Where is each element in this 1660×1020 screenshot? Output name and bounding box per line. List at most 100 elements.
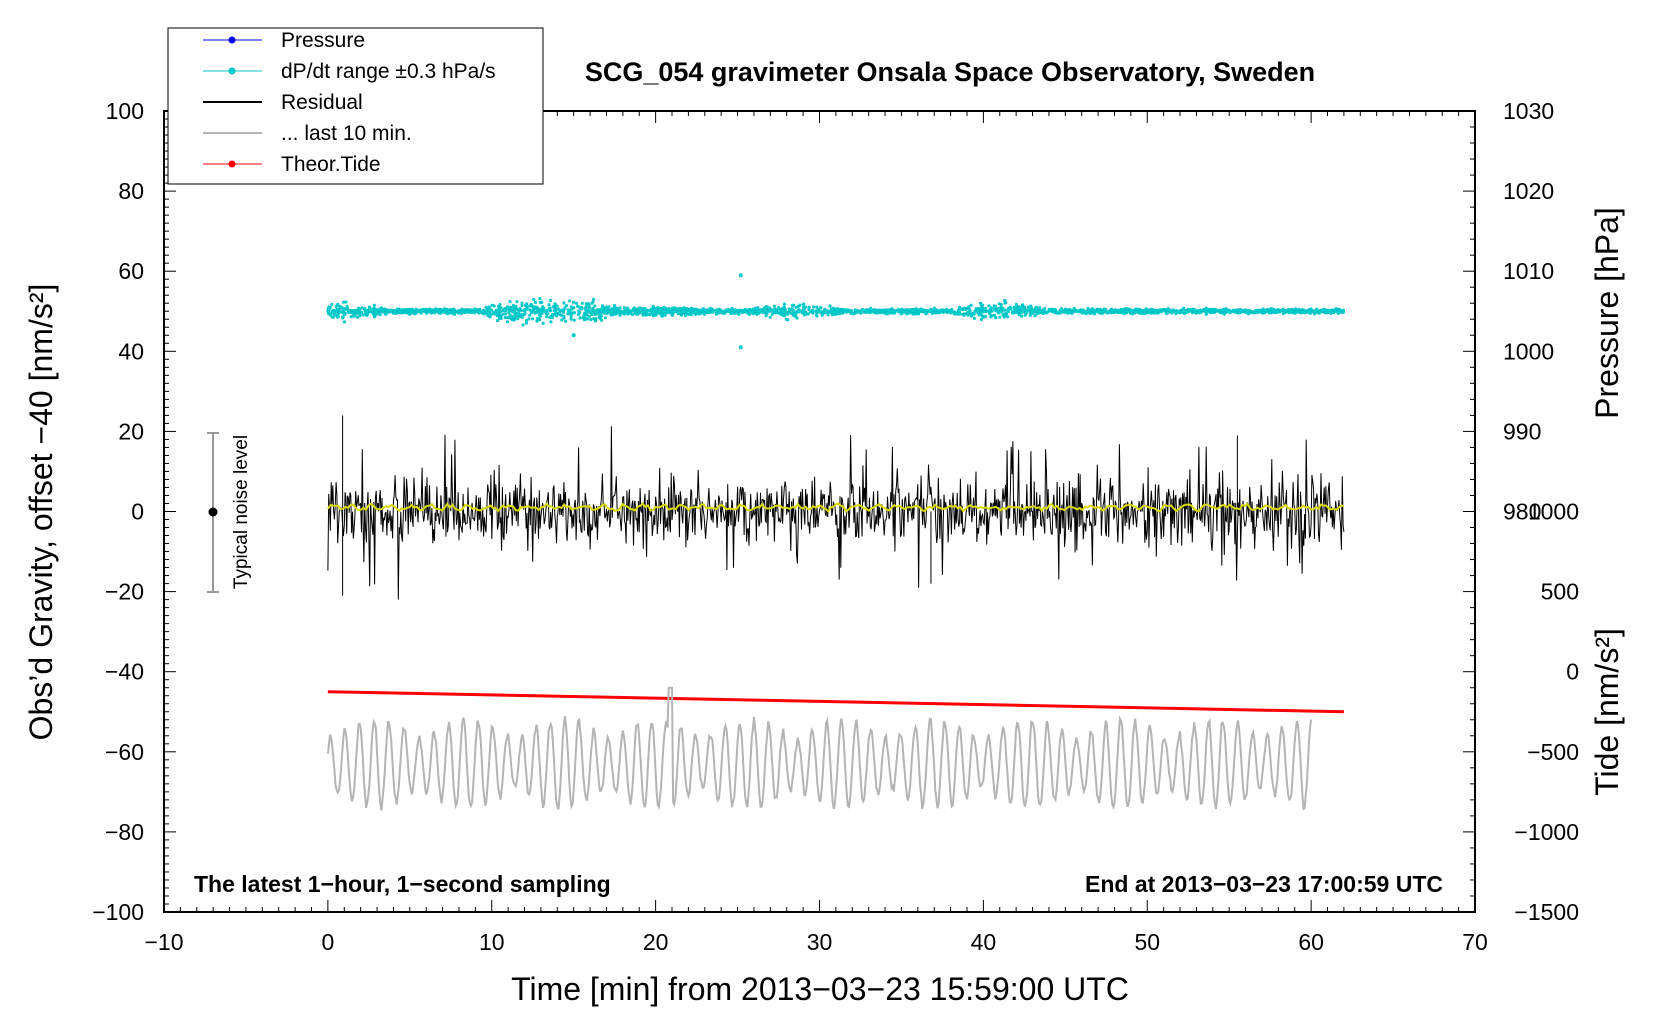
pressure-rate-point [773, 307, 777, 311]
pressure-rate-point [365, 313, 369, 317]
pressure-rate-point [606, 308, 611, 312]
pressure-rate-point [504, 309, 508, 313]
x-axis-title: Time [min] from 2013−03−23 15:59:00 UTC [511, 971, 1129, 1007]
pressure-rate-point [527, 317, 531, 321]
pressure-rate-point [1240, 308, 1244, 312]
pressure-rate-point [505, 320, 509, 324]
pressure-rate-point [788, 309, 792, 313]
pressure-rate-point [392, 309, 396, 313]
pressure-rate-point [535, 319, 539, 323]
pressure-rate-point [900, 312, 904, 316]
pressure-rate-point [1179, 308, 1184, 312]
pressure-rate-point [1134, 307, 1138, 311]
pressure-rate-point [890, 309, 894, 313]
pressure-rate-point [1309, 307, 1313, 311]
pressure-rate-point [1257, 310, 1261, 314]
pressure-rate-point [835, 312, 839, 316]
y-tick-label-left: −60 [105, 739, 144, 765]
pressure-rate-point [1009, 307, 1013, 311]
pressure-rate-point [818, 310, 822, 314]
pressure-rate-point [929, 308, 933, 312]
pressure-rate-point [1208, 310, 1212, 314]
pressure-rate-point [992, 304, 997, 308]
pressure-rate-point [442, 310, 446, 314]
pressure-rate-point [367, 310, 371, 314]
pressure-rate-point [350, 308, 354, 313]
pressure-rate-point [337, 311, 341, 315]
pressure-rate-point [1221, 307, 1225, 311]
y-tick-label-tide: −1500 [1514, 899, 1579, 925]
pressure-rate-point [966, 313, 970, 317]
pressure-rate-point [886, 308, 890, 312]
pressure-rate-point [520, 303, 524, 308]
pressure-rate-point [1121, 309, 1126, 314]
x-tick-label: 20 [643, 929, 669, 955]
legend-label: dP/dt range ±0.3 hPa/s [281, 60, 496, 83]
pressure-rate-point [1151, 310, 1155, 314]
pressure-rate-point [781, 313, 785, 317]
pressure-rate-point [662, 312, 666, 316]
pressure-rate-point [1027, 307, 1031, 311]
pressure-rate-point [1279, 309, 1284, 313]
pressure-rate-point [901, 309, 905, 313]
chart-title: SCG_054 gravimeter Onsala Space Observat… [585, 57, 1315, 87]
pressure-rate-point [1004, 312, 1008, 316]
pressure-rate-point [568, 310, 573, 314]
pressure-rate-point [1020, 305, 1024, 309]
pressure-rate-point [804, 310, 808, 314]
noise-level-indicator: Typical noise level [207, 432, 252, 593]
pressure-rate-point [1289, 308, 1293, 312]
pressure-rate-point [593, 319, 598, 323]
pressure-rate-point [1316, 310, 1320, 314]
pressure-rate-point [1298, 309, 1303, 313]
pressure-rate-point [1129, 309, 1133, 313]
pressure-rate-point [603, 311, 607, 315]
pressure-rate-point [1336, 310, 1340, 314]
pressure-rate-point [524, 307, 529, 311]
pressure-rate-point [998, 315, 1002, 319]
pressure-rate-point [997, 302, 1002, 306]
pressure-rate-point [537, 309, 541, 314]
pressure-rate-point [1177, 310, 1181, 314]
pressure-rate-point [1174, 312, 1178, 316]
pressure-rate-point [721, 311, 725, 315]
pressure-rate-point [1262, 311, 1266, 315]
pressure-rate-point [990, 314, 994, 318]
pressure-rate-point [551, 305, 556, 309]
pressure-rate-point [1114, 309, 1118, 313]
pressure-rate-point [772, 304, 777, 308]
pressure-rate-point [1219, 310, 1223, 314]
pressure-rate-point [356, 310, 360, 315]
pressure-rate-point [981, 315, 986, 319]
pressure-rate-point [924, 312, 928, 316]
pressure-rate-point [618, 306, 622, 310]
pressure-rate-point [1033, 314, 1037, 318]
pressure-rate-point [790, 303, 794, 307]
pressure-rate-point [1023, 313, 1027, 317]
pressure-rate-point [416, 309, 420, 313]
pressure-rate-point [1319, 310, 1323, 314]
pressure-rate-point [802, 313, 807, 317]
pressure-rate-point [885, 312, 889, 316]
pressure-rate-point [585, 317, 589, 321]
pressure-rate-point [1037, 310, 1041, 314]
pressure-rate-point [592, 297, 596, 301]
pressure-rate-point [359, 310, 364, 314]
pressure-rate-point [1043, 310, 1047, 314]
pressure-rate-point [375, 310, 379, 314]
pressure-rate-point [344, 300, 348, 304]
pressure-rate-point [528, 313, 532, 317]
pressure-rate-point [503, 312, 507, 316]
pressure-rate-point [501, 308, 505, 313]
pressure-rate-point [972, 312, 976, 316]
pressure-rate-point [777, 307, 781, 311]
x-tick-label: 10 [479, 929, 505, 955]
x-tick-label: 40 [971, 929, 997, 955]
pressure-rate-point [751, 309, 755, 314]
pressure-rate-point [589, 318, 593, 322]
pressure-rate-point [795, 316, 799, 320]
pressure-rate-point [777, 311, 781, 315]
pressure-rate-point [611, 310, 616, 314]
pressure-rate-point [699, 308, 704, 312]
pressure-rate-point [814, 313, 819, 317]
